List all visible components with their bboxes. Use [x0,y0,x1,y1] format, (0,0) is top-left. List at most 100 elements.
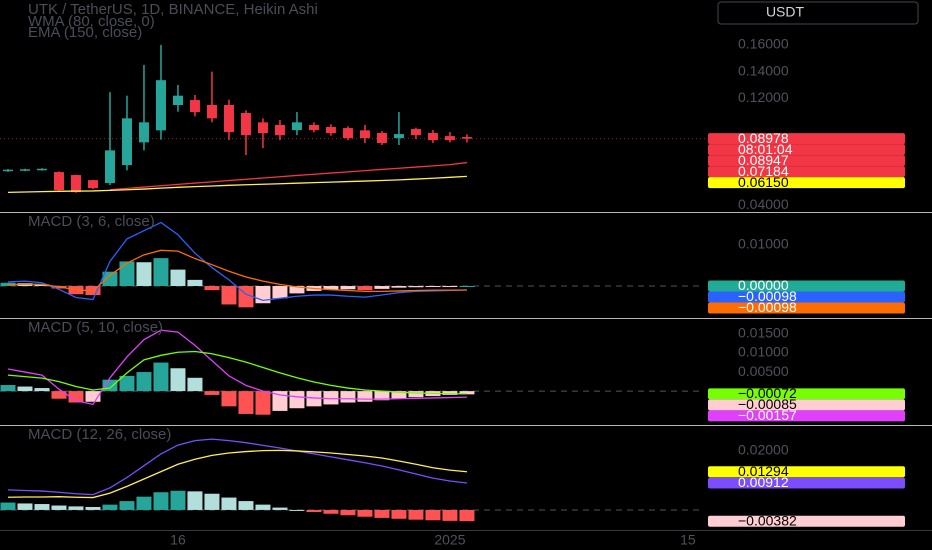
legend-entry: WMA (80, close, 0) [28,13,155,30]
histogram-bar [255,504,271,510]
histogram-bar [119,261,135,287]
indicator-line [7,329,467,406]
histogram-bar [408,391,424,398]
pane-title: MACD (5, 10, close) [28,319,163,336]
price-badge [708,466,905,478]
y-tick-label: 0.02000 [738,442,789,458]
pane-title: MACD (12, 26, close) [28,426,171,443]
histogram-bar [272,391,288,411]
histogram-bar [153,258,169,287]
histogram-bar [170,490,186,510]
histogram-bar [425,509,441,521]
candle-body [444,136,455,141]
price-badge-label: −0.00098 [738,288,797,304]
histogram-bar [187,377,203,392]
x-tick-label: 16 [170,532,186,548]
histogram-bar [238,501,254,510]
candle-body [308,125,319,131]
price-badge [708,291,905,303]
histogram-bar [34,388,50,392]
candle-body [70,175,81,193]
histogram-bar [102,379,118,392]
histogram-bar [391,286,407,288]
histogram-bar [306,509,322,513]
histogram-bar [425,286,441,288]
candle-body [172,95,183,105]
plot-area: 0.16000 0.14000 0.12000 0.04000 UTK / Tether… [0,1,905,548]
histogram-bar [17,503,33,510]
histogram-bar [357,509,373,517]
y-tick-label: 0.01000 [738,344,789,360]
price-badge-label: −0.00085 [738,396,797,412]
histogram-bar [459,391,475,395]
candle-body [257,122,268,134]
histogram-bar [255,391,271,415]
currency-button-frame[interactable] [717,1,919,25]
histogram-bar [272,507,288,510]
candle-body [291,122,302,131]
histogram-bar [136,496,152,510]
histogram-bar [119,375,135,392]
histogram-bar [442,286,458,288]
pane-title: MACD (3, 6, close) [28,213,155,230]
histogram-bar [323,391,339,405]
histogram-bar [323,286,339,290]
histogram-bar [153,362,169,392]
price-badge [708,302,905,314]
indicator-line [7,438,468,496]
x-tick-label: 15 [680,532,696,548]
histogram-bar [459,286,475,288]
price-badge-label: −0.00382 [738,512,797,528]
y-tick-label: 0.12000 [738,89,789,105]
price-badge [708,166,905,178]
x-tick-label: 2025 [434,532,465,548]
legend-entry: EMA (150, close) [28,24,142,41]
histogram-bar [374,286,390,289]
y-tick-label: 0.01500 [738,325,789,341]
histogram-bar [204,286,220,291]
price-badge [708,399,905,411]
y-tick-label: 0.04000 [738,196,789,212]
histogram-bar [136,372,152,392]
y-tick-label: 0.16000 [738,36,789,52]
histogram-bar [85,506,101,510]
currency-button[interactable]: USDT [717,1,919,25]
histogram-bar [272,286,288,299]
histogram-bar [34,504,50,510]
histogram-bar [391,391,407,399]
candle-body [87,180,98,189]
candle-body [427,133,438,141]
histogram-bar [136,262,152,287]
price-badge [708,177,905,189]
y-tick-label: 0.01000 [738,236,789,252]
histogram-bar [68,506,84,510]
price-badge [708,280,905,292]
price-badge-label: 0.08978 [738,130,789,146]
price-badge [708,133,905,145]
currency-button-label[interactable]: USDT [766,4,805,20]
histogram-bar [221,391,237,407]
price-badge [708,477,905,489]
histogram-bar [340,391,356,403]
price-badge-label: −0.00157 [738,407,797,423]
price-badge [708,388,905,400]
indicator-line [7,249,467,292]
price-badge-label: −0.00072 [738,385,797,401]
candle-body [2,169,13,172]
candle-body [121,118,132,166]
candle-body [53,172,64,191]
histogram-bar [204,493,220,510]
price-badge-label: 0.00912 [738,474,789,490]
histogram-bar [51,505,67,510]
candle-body [393,134,404,139]
y-tick-label: 0.00500 [738,363,789,379]
histogram-bar [238,391,254,414]
histogram-bar [391,509,407,519]
candle-body [36,168,47,171]
candle-body [104,150,115,184]
histogram-bar [68,391,84,403]
histogram-bar [289,509,305,511]
candle-body [155,80,166,131]
